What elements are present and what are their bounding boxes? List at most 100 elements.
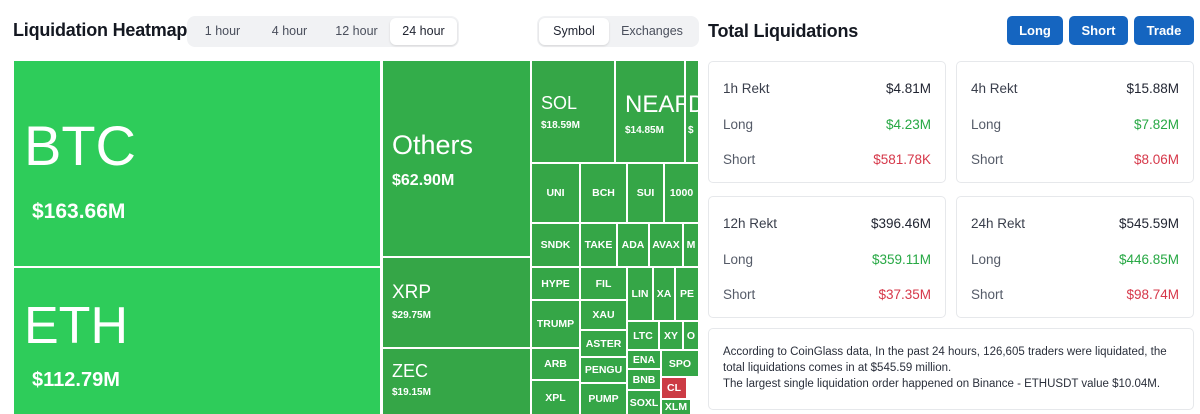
tile-near[interactable]: NEAR $14.85M [616,61,684,162]
tile-bnb[interactable]: BNB [628,370,660,389]
long-value: $359.11M [871,252,931,267]
tile-arb[interactable]: ARB [532,349,579,379]
tile-xau[interactable]: XAU [581,301,626,329]
rekt-total-value: $396.46M [870,216,931,231]
short-value: $98.74M [1126,287,1179,302]
time-option-1h[interactable]: 1 hour [204,24,241,38]
tile-aster[interactable]: ASTER [581,331,626,356]
tile-label: 1000 [669,187,694,199]
tile-label: BTC [24,114,136,177]
time-option-12h[interactable]: 12 hour [335,24,378,38]
tile-label: PENGU [584,364,623,376]
total-liquidations-title: Total Liquidations [708,21,859,41]
rekt-total-value: $4.81M [885,81,931,96]
tile-trump[interactable]: TRUMP [532,301,579,347]
tile-label: D [688,91,698,118]
tile-label: O [686,329,696,342]
tile-value: $112.79M [32,369,120,391]
tile-label: FIL [595,277,612,290]
tile-label: ETH [24,297,128,355]
tile-o[interactable]: O [684,322,698,349]
tile-label: XLM [664,401,688,413]
long-label: Long [971,252,1002,267]
time-range-selector: 1 hour 4 hour 12 hour 24 hour [187,16,459,47]
tile-label: Others [392,130,474,160]
tile-value: $163.66M [32,200,126,223]
tile-label: SNDK [540,239,571,251]
tile-1000[interactable]: 1000 [665,164,698,222]
tile-take[interactable]: TAKE [581,224,616,266]
tile-label: SOL [541,93,578,113]
tile-label: NEAR [625,91,684,118]
rekt-total-value: $545.59M [1118,216,1179,231]
tile-xy[interactable]: XY [660,322,682,349]
tile-bch[interactable]: BCH [581,164,626,222]
tile-avax[interactable]: AVAX [650,224,682,266]
short-value: $581.78K [873,152,931,167]
tile-label: TRUMP [536,318,575,330]
view-option-exchanges[interactable]: Exchanges [621,24,683,38]
tile-d[interactable]: D $ [686,61,698,162]
tile-soxl[interactable]: SOXL [628,391,660,414]
tile-xpl[interactable]: XPL [532,381,579,414]
tile-sui[interactable]: SUI [628,164,663,222]
tile-value: $19.15M [392,387,431,398]
time-option-24h[interactable]: 24 hour [390,18,457,45]
summary-line-2: The largest single liquidation order hap… [723,378,1161,390]
tile-xlm[interactable]: XLM [662,400,690,414]
tile-xa[interactable]: XA [654,268,674,320]
tile-value: $ [688,125,694,136]
tile-hype[interactable]: HYPE [532,268,579,299]
tile-lin[interactable]: LIN [628,268,652,320]
rekt-card-12h: 12h Rekt $396.46M Long $359.11M Short $37.3… [708,196,946,318]
short-label: Short [723,287,756,302]
view-option-symbol[interactable]: Symbol [539,18,609,45]
summary-line-1: According to CoinGlass data, In the past… [723,346,1167,374]
short-value: $8.06M [1133,152,1179,167]
tile-sol[interactable]: SOL $18.59M [532,61,614,162]
rekt-card-label: 12h Rekt [723,216,778,231]
rekt-card-4h: 4h Rekt $15.88M Long $7.82M Short $8.06M [956,61,1194,183]
tile-ada[interactable]: ADA [618,224,648,266]
long-value: $7.82M [1133,117,1179,132]
tile-fil[interactable]: FIL [581,268,626,299]
tile-label: TAKE [584,239,613,251]
tile-zec[interactable]: ZEC $19.15M [383,349,530,414]
tile-cl[interactable]: CL [662,378,686,398]
long-label: Long [723,252,754,267]
tile-label: XA [656,288,672,300]
tile-m[interactable]: M [684,224,698,266]
tile-eth[interactable]: ETH $112.79M [14,268,380,414]
tile-label: XAU [592,309,615,321]
tile-label: ZEC [392,361,428,381]
tile-value: $62.90M [392,172,455,189]
tile-ena[interactable]: ENA [628,351,660,368]
tile-label: SOXL [629,396,659,409]
time-option-4h[interactable]: 4 hour [271,24,308,38]
short-button[interactable]: Short [1069,16,1128,45]
tile-uni[interactable]: UNI [532,164,579,222]
tile-sndk[interactable]: SNDK [532,224,579,266]
tile-pe[interactable]: PE [676,268,698,320]
tile-label: SUI [636,187,655,199]
tile-label: XRP [392,282,432,303]
tile-pengu[interactable]: PENGU [581,358,626,382]
tile-label: LIN [631,288,649,300]
tile-label: SPO [668,357,692,370]
tile-ltc[interactable]: LTC [628,322,658,349]
tile-label: AVAX [652,239,680,251]
rekt-card-1h: 1h Rekt $4.81M Long $4.23M Short $581.78K [708,61,946,183]
tile-others[interactable]: Others $62.90M [383,61,530,256]
short-value: $37.35M [878,287,931,302]
tile-label: M [686,239,696,251]
tile-label: BCH [592,187,615,199]
trade-button[interactable]: Trade [1134,16,1194,45]
long-button[interactable]: Long [1007,16,1063,45]
rekt-card-label: 1h Rekt [723,81,770,96]
tile-xrp[interactable]: XRP $29.75M [383,258,530,347]
tile-btc[interactable]: BTC $163.66M [14,61,380,266]
tile-pump[interactable]: PUMP [581,384,626,414]
tile-label: LTC [633,329,653,342]
tile-spo[interactable]: SPO [662,351,698,376]
short-label: Short [971,152,1004,167]
